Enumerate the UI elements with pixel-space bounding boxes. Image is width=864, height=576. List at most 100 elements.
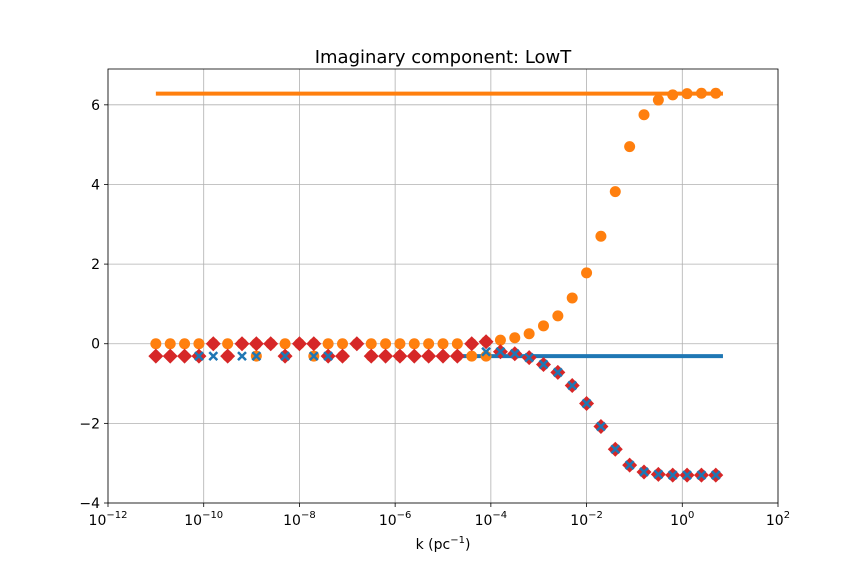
data-point-x bbox=[481, 346, 491, 357]
data-point-circle bbox=[494, 334, 506, 346]
x-tick-label: 100 bbox=[670, 510, 694, 529]
data-point-circle bbox=[322, 338, 334, 350]
data-point-diamond bbox=[406, 348, 422, 364]
data-point-circle bbox=[394, 338, 406, 350]
data-point-circle bbox=[624, 141, 636, 153]
data-point-diamond bbox=[248, 336, 264, 352]
data-point-x bbox=[251, 351, 262, 361]
data-point-diamond bbox=[392, 348, 408, 364]
data-point-diamond bbox=[421, 348, 437, 364]
data-point-circle bbox=[667, 89, 679, 101]
data-point-circle bbox=[695, 87, 707, 99]
data-point-diamond bbox=[464, 336, 480, 352]
data-point-x bbox=[639, 467, 649, 477]
x-axis-label-close: ) bbox=[465, 537, 470, 553]
grid-lines bbox=[107, 69, 779, 504]
data-point-x bbox=[280, 351, 290, 361]
data-point-diamond bbox=[449, 348, 465, 364]
data-point-circle bbox=[179, 338, 191, 350]
plot-series bbox=[148, 87, 724, 483]
y-tick-label: 2 bbox=[91, 257, 100, 273]
data-point-x bbox=[524, 352, 535, 363]
data-point-x bbox=[596, 421, 606, 432]
data-point-diamond bbox=[263, 336, 279, 352]
chart-title: Imaginary component: LowT bbox=[315, 47, 573, 68]
x-tick-label: 10−2 bbox=[570, 510, 603, 529]
series-circle-orange bbox=[150, 87, 722, 350]
data-point-circle bbox=[710, 87, 722, 99]
data-point-diamond bbox=[478, 334, 494, 350]
data-point-circle bbox=[164, 338, 176, 350]
data-point-x bbox=[194, 351, 204, 361]
plot-frame bbox=[107, 68, 779, 504]
data-point-diamond bbox=[162, 348, 178, 364]
x-tick-label: 10−12 bbox=[89, 510, 128, 529]
data-point-diamond bbox=[234, 336, 250, 352]
data-point-x bbox=[710, 470, 721, 481]
y-tick-label: 4 bbox=[91, 177, 100, 193]
y-tick-label: −4 bbox=[79, 496, 100, 512]
data-point-x bbox=[495, 346, 506, 357]
data-point-x bbox=[552, 367, 563, 378]
data-point-x bbox=[667, 470, 678, 481]
data-point-circle bbox=[451, 338, 463, 350]
data-point-circle bbox=[609, 186, 621, 198]
data-point-diamond bbox=[177, 348, 193, 364]
data-point-circle bbox=[466, 350, 478, 362]
data-point-circle bbox=[523, 328, 535, 340]
data-point-x bbox=[581, 398, 592, 409]
data-point-diamond bbox=[205, 336, 221, 352]
data-point-circle bbox=[581, 267, 593, 279]
x-axis-label-text: k (pc bbox=[416, 537, 451, 553]
data-point-x bbox=[323, 351, 334, 361]
data-point-x bbox=[509, 348, 520, 359]
x-tick-label: 102 bbox=[766, 510, 790, 529]
data-point-x bbox=[610, 444, 621, 455]
x-tick-label: 10−10 bbox=[184, 510, 223, 529]
data-point-circle bbox=[538, 320, 549, 332]
data-point-x bbox=[696, 470, 707, 481]
data-point-x bbox=[237, 351, 247, 361]
data-point-circle bbox=[509, 332, 521, 344]
data-point-x bbox=[624, 460, 635, 471]
data-point-circle bbox=[423, 338, 435, 350]
data-point-circle bbox=[150, 338, 162, 350]
data-point-diamond bbox=[306, 336, 322, 352]
data-point-diamond bbox=[363, 348, 379, 364]
data-point-circle bbox=[566, 292, 578, 304]
y-tick-label: −2 bbox=[79, 416, 100, 432]
data-point-diamond bbox=[435, 348, 451, 364]
data-point-diamond bbox=[148, 348, 164, 364]
data-point-circle bbox=[652, 94, 664, 106]
data-point-circle bbox=[681, 88, 693, 100]
y-tick-label: 6 bbox=[91, 98, 100, 114]
data-point-diamond bbox=[349, 336, 365, 352]
series-x-blue bbox=[194, 346, 721, 481]
x-axis-label-sup: −1 bbox=[450, 535, 465, 546]
data-point-x bbox=[538, 359, 549, 370]
data-point-x bbox=[308, 351, 319, 361]
data-point-circle bbox=[638, 109, 650, 121]
data-point-circle bbox=[365, 338, 377, 350]
axis-ticks: 10−12 10−10 10−8 10−6 10−4 10−2 100 102 −4 −2 0 2 4 6 bbox=[79, 98, 790, 529]
data-point-circle bbox=[552, 310, 564, 322]
data-point-circle bbox=[380, 338, 392, 350]
data-point-circle bbox=[193, 338, 205, 350]
data-point-circle bbox=[595, 230, 607, 242]
x-tick-label: 10−6 bbox=[379, 510, 412, 529]
x-tick-label: 10−4 bbox=[475, 510, 508, 529]
data-point-diamond bbox=[220, 348, 236, 364]
data-point-x bbox=[208, 351, 219, 361]
data-point-diamond bbox=[291, 336, 307, 352]
y-tick-label: 0 bbox=[91, 337, 100, 353]
data-point-circle bbox=[408, 338, 420, 350]
data-point-diamond bbox=[335, 348, 350, 364]
data-point-x bbox=[567, 380, 578, 391]
data-point-circle bbox=[222, 338, 234, 350]
data-point-circle bbox=[279, 338, 291, 350]
data-point-circle bbox=[337, 338, 348, 350]
x-tick-label: 10−8 bbox=[283, 510, 316, 529]
data-point-x bbox=[653, 469, 664, 480]
data-point-circle bbox=[437, 338, 449, 350]
